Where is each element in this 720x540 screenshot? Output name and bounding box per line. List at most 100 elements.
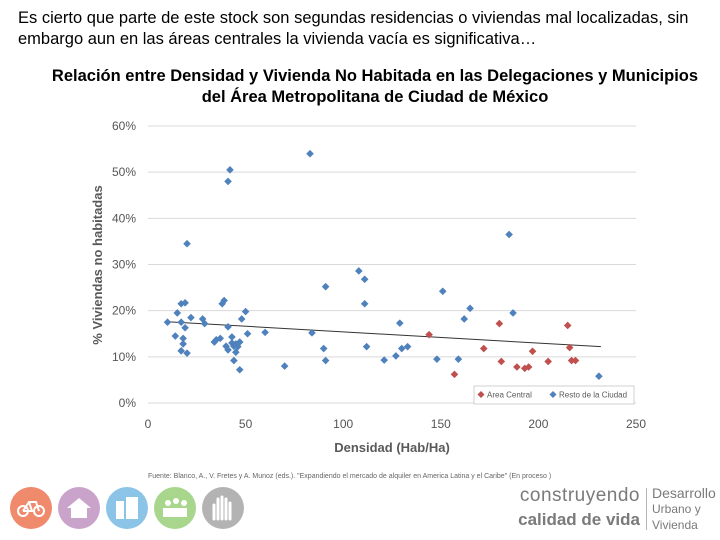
data-point	[528, 347, 537, 356]
data-point	[198, 315, 207, 323]
brand-vivienda: Vivienda	[652, 518, 698, 532]
x-tick-label: 150	[431, 417, 451, 431]
y-tick-labels: 0% 10% 20% 30% 40% 50% 60%	[112, 119, 136, 410]
data-point	[438, 287, 447, 296]
data-point	[216, 334, 225, 343]
x-tick-label: 50	[239, 417, 253, 431]
legend-label-area-central: Area Central	[487, 391, 532, 400]
hands-logo-icon	[202, 487, 244, 529]
data-point	[243, 329, 252, 338]
data-point	[460, 315, 469, 323]
x-tick-labels: 0 50 100 150 200 250	[145, 417, 647, 431]
data-point	[177, 347, 185, 355]
buildings-logo-icon	[106, 487, 148, 529]
intro-text: Es cierto que parte de este stock son se…	[18, 9, 689, 48]
y-tick-label: 50%	[112, 165, 136, 179]
data-point	[513, 363, 521, 371]
data-point	[321, 282, 330, 291]
data-point	[177, 318, 185, 327]
data-point	[397, 344, 406, 353]
data-point	[362, 342, 371, 351]
x-tick-label: 100	[333, 417, 353, 431]
data-point	[380, 356, 388, 364]
data-point	[571, 356, 580, 365]
data-point	[479, 344, 488, 353]
brand-urbano: Urbano y	[652, 502, 701, 516]
legend-marker-resto	[549, 391, 557, 398]
data-point	[306, 149, 314, 158]
data-point	[179, 334, 187, 343]
data-point	[181, 323, 189, 332]
data-point	[524, 363, 533, 371]
brand-right: Desarrollo Urbano y Vivienda	[652, 485, 716, 533]
y-tick-label: 60%	[112, 119, 136, 133]
data-point	[319, 344, 328, 353]
data-point	[181, 299, 189, 307]
brand-calidad-de-vida: calidad de vida	[518, 510, 640, 529]
data-point	[261, 328, 269, 337]
community-logo-icon	[154, 487, 196, 529]
x-tick-label: 0	[145, 417, 152, 431]
data-point	[544, 357, 552, 366]
data-point	[226, 166, 234, 174]
x-tick-label: 200	[528, 417, 548, 431]
house-logo-icon	[58, 487, 100, 529]
data-point	[224, 346, 232, 354]
data-point	[232, 348, 240, 357]
data-point	[509, 309, 517, 317]
data-point	[171, 332, 180, 340]
data-point	[355, 267, 363, 275]
data-point	[235, 365, 244, 374]
brand-left: construyendo calidad de vida	[506, 484, 640, 532]
data-point	[228, 333, 236, 341]
data-point	[237, 315, 246, 323]
data-point	[396, 319, 404, 327]
data-point	[200, 319, 209, 328]
data-point	[218, 299, 226, 308]
data-point	[454, 355, 463, 363]
legend: Area Central Resto de la Ciudad	[473, 385, 635, 405]
y-tick-label: 40%	[112, 211, 136, 225]
legend-label-resto: Resto de la Ciudad	[559, 391, 627, 400]
data-point	[360, 275, 369, 284]
data-point	[187, 313, 195, 322]
data-point	[567, 356, 576, 365]
x-tick-label: 250	[626, 417, 646, 431]
brand-desarrollo: Desarrollo	[652, 485, 716, 501]
data-point	[235, 338, 244, 346]
data-point	[563, 321, 572, 330]
data-point	[173, 309, 182, 317]
gridlines	[148, 125, 636, 404]
data-point	[321, 356, 330, 365]
data-point	[403, 342, 412, 351]
data-point	[595, 372, 603, 381]
y-tick-label: 20%	[112, 304, 136, 318]
data-point	[392, 352, 400, 360]
data-point	[360, 299, 369, 308]
data-point	[224, 177, 232, 186]
data-point	[280, 362, 289, 370]
source-note: Fuente: Blanco, A., V. Fretes y A. Munoz…	[148, 473, 552, 480]
data-point	[450, 370, 459, 379]
brand-construyendo: construyendo	[519, 485, 640, 506]
data-point	[466, 304, 474, 313]
trendline-line	[167, 321, 601, 348]
y-tick-label: 0%	[119, 396, 137, 410]
bicycle-logo-icon	[10, 487, 52, 529]
y-tick-label: 10%	[112, 350, 136, 364]
data-point	[163, 318, 172, 327]
legend-marker-area-central	[477, 391, 485, 398]
data-point	[183, 349, 191, 357]
x-axis-label: Densidad (Hab/Ha)	[334, 440, 450, 455]
data-point	[210, 338, 219, 346]
data-point	[241, 307, 250, 316]
data-point	[495, 319, 504, 328]
y-axis-label: % Viviendas no habitadas	[90, 185, 105, 344]
data-point	[220, 296, 228, 305]
data-point	[222, 342, 230, 351]
trendline	[167, 321, 601, 348]
data-point	[433, 355, 441, 363]
brand-separator	[646, 488, 647, 530]
data-point	[224, 323, 232, 331]
